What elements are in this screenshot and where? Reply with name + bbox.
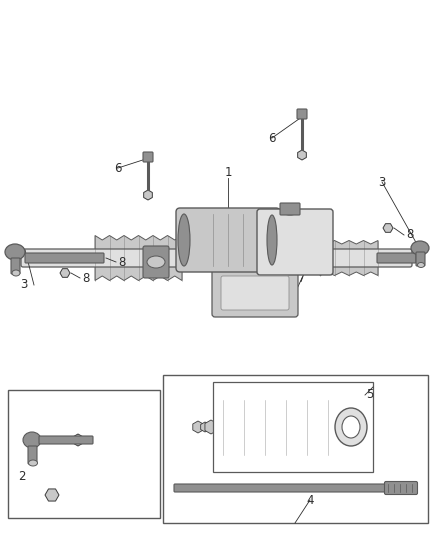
Text: 7: 7: [298, 271, 306, 285]
Polygon shape: [60, 269, 70, 277]
Text: 8: 8: [82, 271, 89, 285]
FancyBboxPatch shape: [25, 253, 104, 263]
Text: 6: 6: [268, 132, 276, 144]
FancyBboxPatch shape: [377, 253, 416, 263]
Ellipse shape: [411, 241, 429, 255]
Polygon shape: [201, 422, 209, 432]
Polygon shape: [45, 489, 59, 501]
FancyBboxPatch shape: [174, 484, 391, 492]
Polygon shape: [95, 236, 182, 280]
Bar: [163, 375, 428, 523]
FancyBboxPatch shape: [221, 276, 289, 310]
Ellipse shape: [335, 408, 367, 446]
Text: 6: 6: [114, 161, 122, 174]
FancyBboxPatch shape: [21, 249, 412, 267]
FancyBboxPatch shape: [297, 109, 307, 119]
Polygon shape: [223, 400, 328, 455]
Polygon shape: [383, 224, 393, 232]
FancyBboxPatch shape: [212, 269, 298, 317]
Text: 2: 2: [18, 471, 26, 483]
FancyBboxPatch shape: [385, 481, 417, 495]
Ellipse shape: [281, 205, 299, 215]
Polygon shape: [95, 254, 105, 262]
Text: 4: 4: [306, 494, 314, 506]
FancyBboxPatch shape: [257, 209, 333, 275]
Polygon shape: [298, 150, 306, 160]
FancyBboxPatch shape: [416, 252, 425, 266]
Ellipse shape: [178, 214, 190, 266]
Text: 1: 1: [224, 166, 232, 180]
Bar: [213, 382, 373, 472]
Text: 8: 8: [118, 255, 125, 269]
Polygon shape: [144, 190, 152, 200]
FancyBboxPatch shape: [11, 258, 20, 274]
Ellipse shape: [28, 460, 38, 466]
Ellipse shape: [267, 215, 277, 265]
Text: 9: 9: [248, 298, 256, 311]
Text: 8: 8: [406, 229, 413, 241]
Text: 3: 3: [378, 175, 386, 189]
Polygon shape: [320, 240, 378, 276]
Polygon shape: [73, 434, 83, 446]
Ellipse shape: [147, 256, 165, 268]
FancyBboxPatch shape: [39, 436, 93, 444]
FancyBboxPatch shape: [143, 246, 169, 278]
Polygon shape: [258, 239, 268, 247]
FancyBboxPatch shape: [176, 208, 280, 272]
Ellipse shape: [5, 244, 25, 260]
Polygon shape: [193, 421, 203, 433]
FancyBboxPatch shape: [143, 152, 153, 162]
Polygon shape: [205, 420, 217, 434]
FancyBboxPatch shape: [280, 203, 300, 215]
Ellipse shape: [342, 416, 360, 438]
Ellipse shape: [23, 432, 41, 448]
Ellipse shape: [417, 262, 424, 268]
Text: 5: 5: [366, 389, 374, 401]
Text: 8: 8: [283, 240, 290, 254]
FancyBboxPatch shape: [28, 446, 37, 464]
Ellipse shape: [12, 270, 20, 276]
Text: 3: 3: [20, 279, 28, 292]
Bar: [8, 390, 160, 518]
